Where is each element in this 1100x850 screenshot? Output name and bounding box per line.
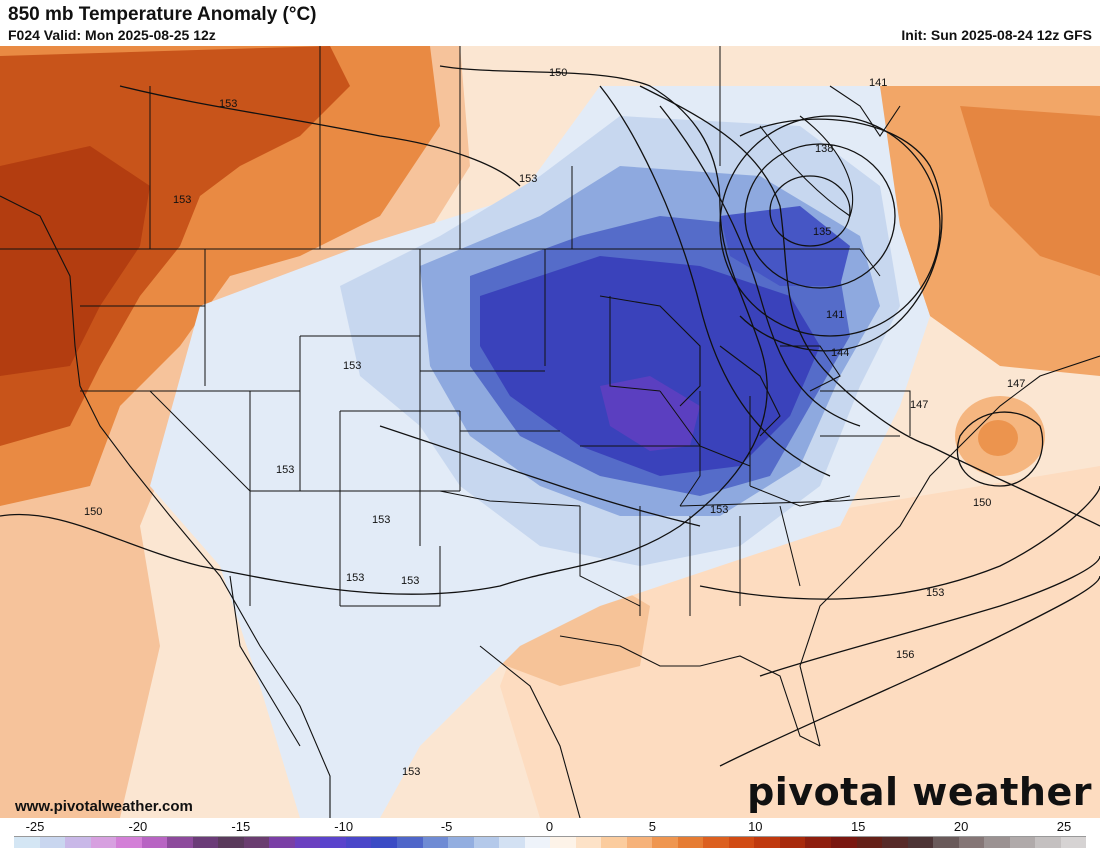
contour-label: 153 — [173, 194, 191, 206]
colorbar-swatch — [703, 837, 729, 848]
colorbar-swatch — [958, 837, 985, 848]
coastlines — [0, 85, 1100, 818]
contour-label: 153 — [519, 173, 537, 185]
colorbar-tick-label: -20 — [128, 819, 148, 834]
colorbar — [14, 836, 1087, 848]
colorbar-swatch — [805, 837, 831, 848]
colorbar-tick-label: 25 — [1056, 819, 1072, 834]
contour-label: 150 — [549, 67, 567, 79]
colorbar-swatch — [294, 837, 321, 848]
contour-label: 150 — [973, 497, 991, 509]
colorbar-swatch — [856, 837, 883, 848]
contour-label: 147 — [910, 399, 928, 411]
map-canvas: 150 141 138 135 141 144 147 147 150 153 … — [0, 46, 1100, 818]
contour-label: 135 — [813, 226, 831, 238]
colorbar-swatch — [907, 837, 934, 848]
colorbar-tick-label: -5 — [440, 819, 453, 834]
colorbar-swatch — [14, 837, 40, 848]
colorbar-swatch — [933, 837, 959, 848]
colorbar-tick-label: 10 — [748, 819, 763, 834]
colorbar-swatch — [652, 837, 678, 848]
contour-label: 153 — [343, 360, 361, 372]
colorbar-swatch — [1060, 837, 1087, 848]
colorbar-swatch — [754, 837, 780, 848]
header: 850 mb Temperature Anomaly (°C) F024 Val… — [0, 0, 1100, 46]
contour-label: 147 — [1007, 378, 1025, 390]
colorbar-swatch — [39, 837, 66, 848]
colorbar-swatch — [677, 837, 704, 848]
contour-label: 153 — [710, 504, 728, 516]
political-borders — [0, 46, 911, 616]
colorbar-swatch — [499, 837, 525, 848]
contour-label: 141 — [869, 77, 887, 89]
colorbar-swatch — [396, 837, 423, 848]
colorbar-swatch — [524, 837, 551, 848]
colorbar-swatch — [65, 837, 91, 848]
colorbar-swatch — [601, 837, 627, 848]
colorbar-swatch — [269, 837, 295, 848]
contour-label: 144 — [831, 347, 849, 359]
colorbar-tick-label: 5 — [648, 819, 657, 834]
colorbar-tick-label: 20 — [953, 819, 969, 834]
colorbar-swatch — [141, 837, 168, 848]
contour-label: 153 — [926, 587, 944, 599]
cold-anomaly-deep — [480, 256, 820, 476]
contour-label: 153 — [346, 572, 364, 584]
colorbar-swatch — [550, 837, 576, 848]
valid-time: F024 Valid: Mon 2025-08-25 12z — [8, 27, 216, 43]
colorbar-swatch — [90, 837, 117, 848]
colorbar-swatch — [192, 837, 219, 848]
contour-label: 153 — [219, 98, 237, 110]
colorbar-swatch — [779, 837, 806, 848]
colorbar-swatch — [320, 837, 346, 848]
warm-anomaly-core — [0, 146, 150, 376]
contour-label: 141 — [826, 309, 844, 321]
contour-label-group: 150 141 138 135 141 144 147 147 150 153 … — [84, 67, 1025, 778]
contour-label: 156 — [896, 649, 914, 661]
colorbar-swatch — [882, 837, 908, 848]
contour-label: 153 — [402, 766, 420, 778]
colorbar-tick-label: -10 — [334, 819, 354, 834]
colorbar-swatch — [728, 837, 755, 848]
colorbar-swatch — [1009, 837, 1036, 848]
low-center-contours — [719, 115, 943, 352]
colorbar-swatch — [984, 837, 1010, 848]
colorbar-tick-label: 15 — [850, 819, 866, 834]
colorbar-swatch — [371, 837, 397, 848]
cold-anomaly-ontario — [720, 206, 850, 286]
contour-label: 150 — [84, 506, 102, 518]
contour-label: 153 — [372, 514, 390, 526]
colorbar-swatch — [1035, 837, 1061, 848]
colorbar-ticks: -25 -20 -15 -10 -5 0 5 10 15 20 25 — [0, 818, 1100, 836]
warm-anomaly-atlantic-core — [978, 420, 1018, 456]
colorbar-swatch — [345, 837, 372, 848]
colorbar-swatch — [473, 837, 500, 848]
colorbar-swatch — [626, 837, 653, 848]
init-time: Init: Sun 2025-08-24 12z GFS — [901, 27, 1092, 43]
colorbar-tick-label: 0 — [545, 819, 554, 834]
colorbar-swatch — [448, 837, 474, 848]
pivotal-weather-logo: pivotal weather — [747, 770, 1092, 814]
warm-anomaly-northeast-deep — [960, 106, 1100, 276]
anomaly-map[interactable]: 150 141 138 135 141 144 147 147 150 153 … — [0, 46, 1100, 818]
colorbar-swatch — [831, 837, 857, 848]
colorbar-swatch — [116, 837, 142, 848]
warm-anomaly-west-deep — [0, 46, 350, 446]
contour-label: 153 — [276, 464, 294, 476]
contour-label: 153 — [401, 575, 419, 587]
colorbar-swatch — [243, 837, 270, 848]
colorbar-swatch — [218, 837, 244, 848]
colorbar-swatch — [167, 837, 193, 848]
cold-anomaly-core — [600, 376, 700, 451]
contour-label: 138 — [815, 143, 833, 155]
colorbar-swatch — [422, 837, 449, 848]
map-title: 850 mb Temperature Anomaly (°C) — [8, 4, 317, 25]
colorbar-swatch — [575, 837, 602, 848]
height-contours — [0, 65, 1100, 767]
colorbar-tick-label: -25 — [25, 819, 45, 834]
website-url: www.pivotalweather.com — [15, 798, 193, 815]
colorbar-tick-label: -15 — [231, 819, 251, 834]
